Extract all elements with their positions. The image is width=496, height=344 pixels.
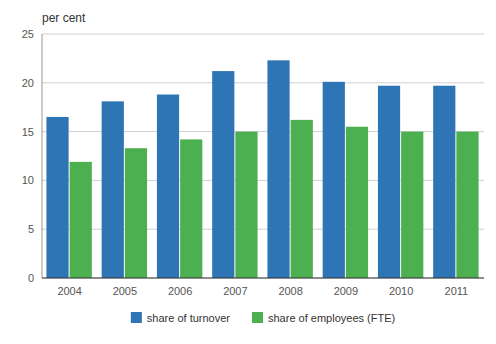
bar bbox=[401, 132, 423, 278]
bar bbox=[456, 132, 478, 278]
bar bbox=[46, 117, 68, 278]
x-tick-label: 2005 bbox=[113, 285, 137, 297]
bar bbox=[291, 120, 313, 278]
bar bbox=[323, 82, 345, 278]
y-tick-label: 0 bbox=[28, 272, 34, 284]
x-tick-label: 2009 bbox=[334, 285, 358, 297]
bar bbox=[70, 162, 92, 278]
x-tick-label: 2004 bbox=[57, 285, 81, 297]
x-tick-label: 2007 bbox=[223, 285, 247, 297]
y-axis-line bbox=[42, 34, 43, 278]
bars bbox=[46, 60, 478, 278]
grid-line bbox=[42, 82, 484, 83]
y-tick-label: 10 bbox=[22, 174, 34, 186]
grid-line bbox=[42, 278, 484, 279]
x-tick-label: 2011 bbox=[445, 285, 469, 297]
bar bbox=[267, 60, 289, 278]
y-tick-label: 15 bbox=[22, 126, 34, 138]
legend-label: share of turnover bbox=[147, 312, 230, 324]
y-label: per cent bbox=[42, 11, 86, 25]
legend: share of turnover share of employees (FTE… bbox=[131, 312, 395, 324]
bar bbox=[157, 95, 179, 278]
bar bbox=[180, 139, 202, 278]
bar bbox=[212, 71, 234, 278]
legend-label: share of employees (FTE) bbox=[268, 312, 395, 324]
bar bbox=[235, 132, 257, 278]
bar bbox=[125, 148, 147, 278]
bar bbox=[102, 101, 124, 278]
x-tick-label: 2006 bbox=[168, 285, 192, 297]
x-axis-line bbox=[42, 278, 484, 279]
legend-swatch bbox=[252, 312, 263, 323]
x-tick-label: 2010 bbox=[389, 285, 413, 297]
x-tick-label: 2008 bbox=[278, 285, 302, 297]
legend-swatch bbox=[131, 312, 142, 323]
grid-line bbox=[42, 34, 484, 35]
bar bbox=[346, 127, 368, 278]
y-tick-label: 25 bbox=[22, 28, 34, 40]
bar bbox=[433, 86, 455, 278]
y-tick-label: 20 bbox=[22, 77, 34, 89]
chart: per cent 0 5 10 15 20 25 2004 2005 2006 2007 2008 20… bbox=[0, 0, 496, 344]
bar bbox=[378, 86, 400, 278]
y-tick-label: 5 bbox=[28, 223, 34, 235]
